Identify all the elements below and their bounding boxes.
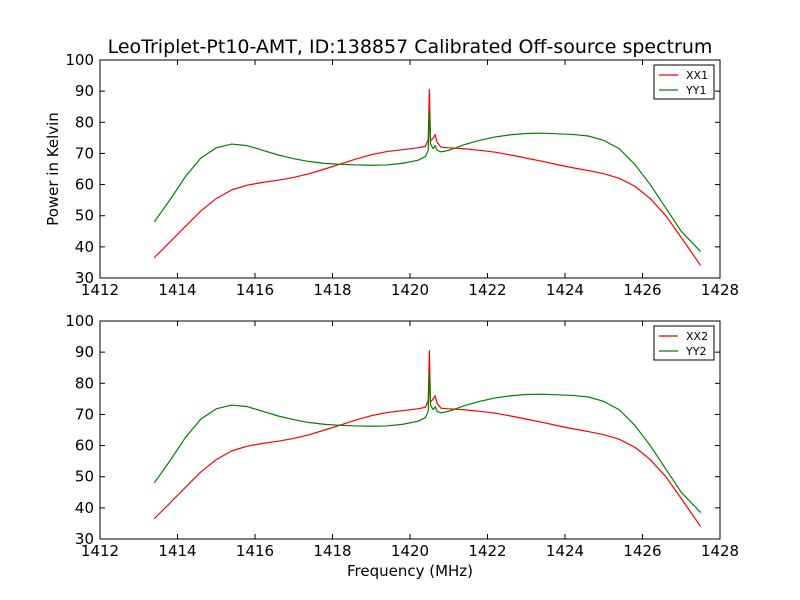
- x-tick-label: 1414: [158, 542, 196, 560]
- y-tick-label: 30: [75, 530, 94, 548]
- legend-label-yy1: YY1: [685, 84, 706, 97]
- x-tick-label: 1428: [701, 542, 739, 560]
- y-tick-label: 80: [75, 113, 94, 131]
- y-tick-label: 100: [65, 51, 94, 69]
- x-axis-label: Frequency (MHz): [347, 562, 473, 580]
- y-tick-label: 70: [75, 144, 94, 162]
- x-tick-label: 1416: [236, 281, 274, 299]
- x-tick-label: 1412: [81, 542, 119, 560]
- y-tick-label: 80: [75, 374, 94, 392]
- y-tick-label: 50: [75, 468, 94, 486]
- x-tick-label: 1412: [81, 281, 119, 299]
- x-tick-label: 1426: [623, 542, 661, 560]
- x-tick-label: 1424: [546, 281, 584, 299]
- x-tick-label: 1422: [468, 542, 506, 560]
- y-tick-label: 100: [65, 312, 94, 330]
- y-tick-label: 50: [75, 207, 94, 225]
- y-tick-label: 90: [75, 82, 94, 100]
- y-tick-label: 60: [75, 176, 94, 194]
- y-tick-label: 60: [75, 437, 94, 455]
- y-axis-label: Power in Kelvin: [44, 112, 62, 226]
- x-tick-label: 1418: [313, 542, 351, 560]
- top-subplot: 1412 1414 1416 1418 1420 1422 1424 1426 1428 30 40…: [65, 51, 739, 299]
- legend-label-xx1: XX1: [686, 69, 708, 82]
- series-line-yy2: [153, 371, 702, 513]
- x-tick-label: 1428: [701, 281, 739, 299]
- legend-label-yy2: YY2: [685, 345, 706, 358]
- y-tick-label: 70: [75, 405, 94, 423]
- x-tick-label: 1416: [236, 542, 274, 560]
- x-tick-label: 1424: [546, 542, 584, 560]
- y-tick-label: 40: [75, 499, 94, 517]
- legend-box: [653, 64, 715, 100]
- bottom-subplot: 1412 1414 1416 1418 1420 1422 1424 1426 1428 30 40…: [65, 312, 739, 560]
- y-tick-label: 30: [75, 269, 94, 287]
- figure-title: LeoTriplet-Pt10-AMT, ID:138857 Calibrate…: [108, 36, 713, 58]
- x-tick-label: 1422: [468, 281, 506, 299]
- legend-box: [653, 325, 715, 361]
- legend-label-xx2: XX2: [686, 330, 708, 343]
- y-tick-label: 90: [75, 343, 94, 361]
- x-tick-label: 1420: [391, 542, 429, 560]
- series-line-yy1: [153, 110, 702, 252]
- x-tick-label: 1426: [623, 281, 661, 299]
- y-tick-label: 40: [75, 238, 94, 256]
- x-tick-label: 1414: [158, 281, 196, 299]
- x-tick-label: 1420: [391, 281, 429, 299]
- x-tick-label: 1418: [313, 281, 351, 299]
